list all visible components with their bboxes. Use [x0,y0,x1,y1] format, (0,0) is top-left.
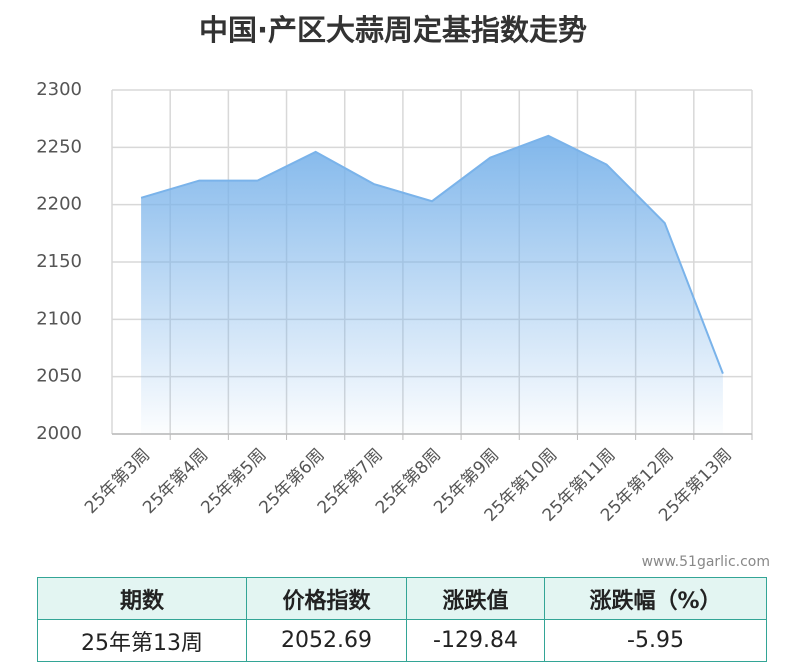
y-tick-label: 2000 [36,423,82,444]
header-cell: 涨跌幅（%） [544,577,767,620]
y-tick-label: 2200 [36,194,82,215]
chart-title: 中国·产区大蒜周定基指数走势 [199,13,587,47]
header-cell: 期数 [37,577,247,620]
data-row: 25年第13周 2052.69 -129.84 -5.95 [37,619,767,662]
y-tick-label: 2050 [36,366,82,387]
watermark: www.51garlic.com [642,554,770,570]
y-tick-label: 2250 [36,136,82,157]
area [141,135,723,434]
y-tick-label: 2150 [36,251,82,272]
cell: -129.84 [406,619,545,662]
header-cell: 价格指数 [246,577,407,620]
header-row: 期数 价格指数 涨跌值 涨跌幅（%） [37,577,767,620]
cell: -5.95 [544,619,767,662]
summary-table: 期数 价格指数 涨跌值 涨跌幅（%） 25年第13周 2052.69 -129.… [37,577,767,662]
y-tick-label: 2100 [36,308,82,329]
y-tick-label: 2300 [36,79,82,100]
cell: 25年第13周 [37,619,247,662]
cell: 2052.69 [246,619,407,662]
chart: 中国·产区大蒜周定基指数走势 www.51garlic.com 2000 2050… [36,13,770,570]
header-cell: 涨跌值 [406,577,545,620]
line [140,134,724,374]
